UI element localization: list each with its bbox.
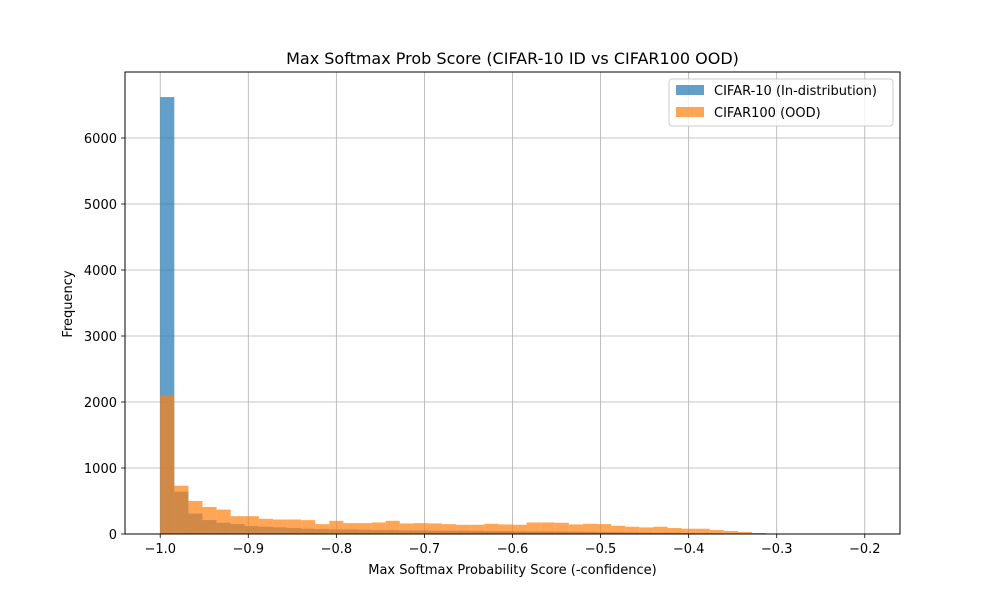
series-1-bar-6 (244, 516, 259, 534)
y-tick-label-4: 4000 (84, 264, 117, 279)
x-tick-label-5: −0.5 (585, 542, 617, 557)
series-1-bar-34 (639, 527, 654, 534)
y-axis-label: Frequency (61, 270, 76, 337)
series-1-bar-32 (611, 525, 626, 534)
x-tick-label-0: −1.0 (144, 542, 176, 557)
series-1-bar-33 (625, 526, 640, 534)
series-1-bar-38 (695, 528, 710, 534)
legend-swatch-cifar10 (676, 85, 704, 95)
series-1-bar-30 (582, 523, 598, 534)
x-tick-label-2: −0.8 (321, 542, 353, 557)
legend-label-cifar100: CIFAR100 (OOD) (714, 106, 821, 121)
series-1-bar-24 (498, 524, 513, 534)
series-1-bar-20 (442, 524, 457, 534)
legend: CIFAR-10 (In-distribution) CIFAR100 (OOD… (668, 78, 894, 127)
series-1-bar-29 (568, 524, 583, 534)
y-tick-label-3: 3000 (84, 330, 117, 345)
series-1-bar-15 (371, 522, 386, 534)
series-1-bar-2 (188, 501, 203, 534)
series-1-bar-27 (540, 522, 555, 534)
y-tick-label-6: 6000 (84, 132, 117, 147)
series-1-bar-4 (216, 509, 231, 534)
series-1-bar-23 (484, 523, 499, 534)
legend-label-cifar10: CIFAR-10 (In-distribution) (714, 84, 877, 99)
histogram-bars (160, 97, 767, 534)
series-1-bar-5 (230, 516, 245, 534)
series-1-bar-26 (526, 522, 541, 534)
series-1-bar-12 (329, 520, 344, 534)
series-1-bar-16 (385, 520, 400, 534)
series-1-bar-36 (667, 528, 682, 534)
x-tick-label-6: −0.4 (673, 542, 705, 557)
series-1-bar-13 (343, 523, 358, 534)
series-1-bar-39 (709, 530, 724, 534)
series-1-bar-14 (357, 523, 372, 534)
series-1-bar-1 (174, 485, 189, 534)
series-1-bar-19 (427, 523, 443, 534)
series-1-bar-40 (723, 531, 738, 534)
series-1-bar-7 (258, 518, 273, 534)
chart-title: Max Softmax Prob Score (CIFAR-10 ID vs C… (286, 49, 739, 68)
series-1-bar-11 (315, 524, 330, 534)
y-tick-label-5: 5000 (84, 198, 117, 213)
series-1-bar-28 (554, 522, 569, 534)
x-tick-label-4: −0.6 (497, 542, 529, 557)
series-1-bar-35 (653, 526, 668, 534)
series-1-bar-0 (160, 395, 175, 534)
x-axis-ticks: −1.0 −0.9 −0.8 −0.7 −0.6 −0.5 −0.4 −0.3 −0.2 (144, 534, 881, 557)
x-tick-label-3: −0.7 (409, 542, 441, 557)
series-1-bar-3 (202, 506, 217, 534)
series-1-bar-21 (456, 524, 471, 534)
series-1-bar-18 (413, 523, 428, 534)
y-axis-ticks: 0 1000 2000 3000 4000 5000 6000 (84, 132, 125, 543)
x-tick-label-7: −0.3 (761, 542, 793, 557)
legend-box (668, 78, 894, 127)
series-1-bar-41 (737, 532, 753, 534)
series-1-bar-17 (399, 523, 414, 534)
series-1-bars (160, 395, 767, 534)
x-axis-label: Max Softmax Probability Score (-confiden… (368, 563, 657, 578)
y-tick-label-0: 0 (109, 528, 117, 543)
y-tick-label-1: 1000 (84, 462, 117, 477)
x-tick-label-1: −0.9 (233, 542, 265, 557)
x-tick-label-8: −0.2 (849, 542, 881, 557)
series-1-bar-8 (272, 519, 288, 534)
series-1-bar-31 (597, 524, 612, 534)
series-1-bar-37 (681, 528, 696, 534)
legend-swatch-cifar100 (676, 107, 704, 117)
series-1-bar-25 (512, 524, 527, 534)
series-1-bar-22 (470, 524, 485, 534)
y-tick-label-2: 2000 (84, 396, 117, 411)
series-1-bar-10 (301, 520, 316, 534)
series-1-bar-9 (287, 519, 302, 534)
